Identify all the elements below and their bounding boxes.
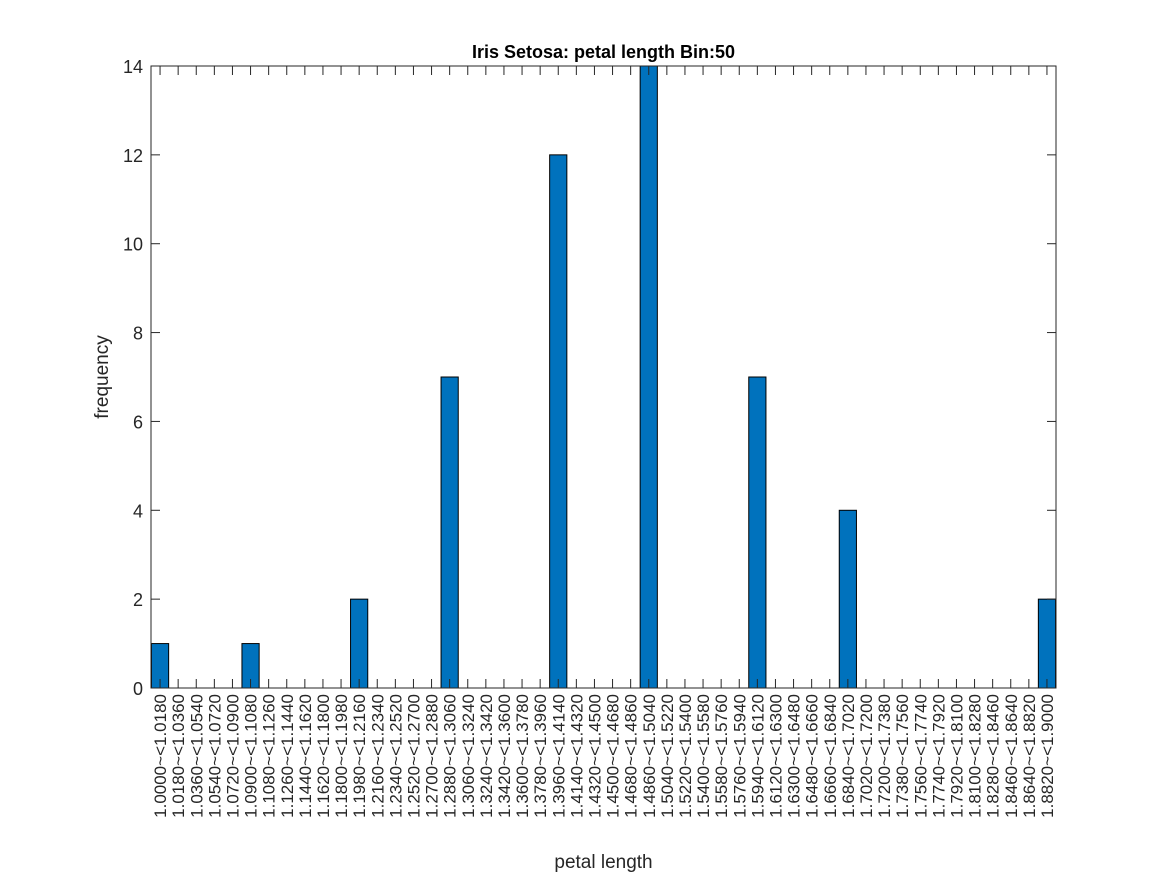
x-tick-label: 1.3780~<1.3960 bbox=[531, 694, 550, 818]
x-tick-label: 1.3600~<1.3780 bbox=[513, 694, 532, 818]
x-tick-label: 1.1800~<1.1980 bbox=[332, 694, 351, 818]
bar bbox=[838, 509, 857, 689]
x-tick-label: 1.4680~<1.4860 bbox=[622, 694, 641, 818]
bar bbox=[748, 376, 767, 689]
x-tick-label: 1.3960~<1.4140 bbox=[549, 694, 568, 818]
x-tick-label: 1.5220~<1.5400 bbox=[676, 694, 695, 818]
y-tick-label: 12 bbox=[123, 146, 143, 166]
x-tick-label: 1.0900~<1.1080 bbox=[242, 694, 261, 818]
x-tick-label: 1.2700~<1.2880 bbox=[423, 694, 442, 818]
x-tick-label: 1.2520~<1.2700 bbox=[404, 694, 423, 818]
axes-box bbox=[150, 65, 1057, 689]
x-tick-label: 1.6840~<1.7020 bbox=[839, 694, 858, 818]
x-tick-label: 1.0000~<1.0180 bbox=[151, 694, 170, 818]
x-tick-label: 1.7380~<1.7560 bbox=[893, 694, 912, 818]
x-tick-label: 1.8100~<1.8280 bbox=[966, 694, 985, 818]
x-tick-labels: 1.0000~<1.0180 1.0180~<1.0360 1.0360~<1.05… bbox=[151, 694, 1057, 818]
y-tick-label: 6 bbox=[133, 412, 143, 432]
bar bbox=[1037, 598, 1057, 689]
x-tick-label: 1.0540~<1.0720 bbox=[205, 694, 224, 818]
x-tick-label: 1.6120~<1.6300 bbox=[766, 694, 785, 818]
y-tick-label: 8 bbox=[133, 324, 143, 344]
bar bbox=[549, 154, 568, 689]
x-tick-label: 1.1440~<1.1620 bbox=[296, 694, 315, 818]
x-tick-label: 1.5760~<1.5940 bbox=[730, 694, 749, 818]
y-tick-label: 10 bbox=[123, 235, 143, 255]
y-tick-label: 14 bbox=[123, 57, 143, 77]
x-tick-label: 1.2160~<1.2340 bbox=[368, 694, 387, 818]
x-tick-label: 1.1620~<1.1800 bbox=[314, 694, 333, 818]
x-tick-label: 1.7200~<1.7380 bbox=[875, 694, 894, 818]
y-tick-label: 2 bbox=[133, 590, 143, 610]
x-tick-label: 1.3420~<1.3600 bbox=[495, 694, 514, 818]
x-tick-label: 1.4320~<1.4500 bbox=[585, 694, 604, 818]
x-tick-label: 1.2340~<1.2520 bbox=[386, 694, 405, 818]
x-tick-label: 1.3060~<1.3240 bbox=[459, 694, 478, 818]
y-tick-label: 4 bbox=[133, 501, 143, 521]
x-tick-label: 1.0720~<1.0900 bbox=[223, 694, 242, 818]
x-tick-label: 1.8460~<1.8640 bbox=[1002, 694, 1021, 818]
y-tick-labels: 0 2 4 6 8 10 12 14 bbox=[123, 57, 143, 699]
x-tick-label: 1.5400~<1.5580 bbox=[694, 694, 713, 818]
y-tick-label: 0 bbox=[133, 679, 143, 699]
x-tick-label: 1.4500~<1.4680 bbox=[604, 694, 623, 818]
x-tick-label: 1.0360~<1.0540 bbox=[187, 694, 206, 818]
x-tick-label: 1.2880~<1.3060 bbox=[441, 694, 460, 818]
x-axis-label: petal length bbox=[554, 852, 652, 873]
x-tick-label: 1.8280~<1.8460 bbox=[984, 694, 1003, 818]
x-tick-label: 1.1980~<1.2160 bbox=[350, 694, 369, 818]
bar bbox=[440, 376, 459, 689]
x-tick-label: 1.4860~<1.5040 bbox=[640, 694, 659, 818]
x-tick-label: 1.7560~<1.7740 bbox=[911, 694, 930, 818]
x-tick-label: 1.5940~<1.6120 bbox=[748, 694, 767, 818]
x-tick-label: 1.7920~<1.8100 bbox=[947, 694, 966, 818]
x-tick-label: 1.1260~<1.1440 bbox=[278, 694, 297, 818]
x-tick-label: 1.4140~<1.4320 bbox=[567, 694, 586, 818]
x-tick-label: 1.5580~<1.5760 bbox=[712, 694, 731, 818]
x-tick-label: 1.3240~<1.3420 bbox=[477, 694, 496, 818]
x-tick-label: 1.7740~<1.7920 bbox=[929, 694, 948, 818]
x-tick-label: 1.0180~<1.0360 bbox=[169, 694, 188, 818]
bar bbox=[639, 65, 658, 689]
plot-area bbox=[151, 66, 1056, 688]
bar bbox=[350, 598, 369, 689]
x-tick-label: 1.6480~<1.6660 bbox=[803, 694, 822, 818]
ticks-group bbox=[151, 65, 1056, 689]
y-axis-label: frequency bbox=[92, 335, 113, 419]
x-tick-label: 1.8640~<1.8820 bbox=[1020, 694, 1039, 818]
chart-title: Iris Setosa: petal length Bin:50 bbox=[472, 42, 735, 62]
x-tick-label: 1.7020~<1.7200 bbox=[857, 694, 876, 818]
x-tick-label: 1.5040~<1.5220 bbox=[658, 694, 677, 818]
x-tick-label: 1.8820~<1.9000 bbox=[1038, 694, 1057, 818]
x-tick-label: 1.6300~<1.6480 bbox=[785, 694, 804, 818]
bars-group bbox=[150, 65, 1057, 689]
x-tick-label: 1.6660~<1.6840 bbox=[821, 694, 840, 818]
x-tick-label: 1.1080~<1.1260 bbox=[260, 694, 279, 818]
